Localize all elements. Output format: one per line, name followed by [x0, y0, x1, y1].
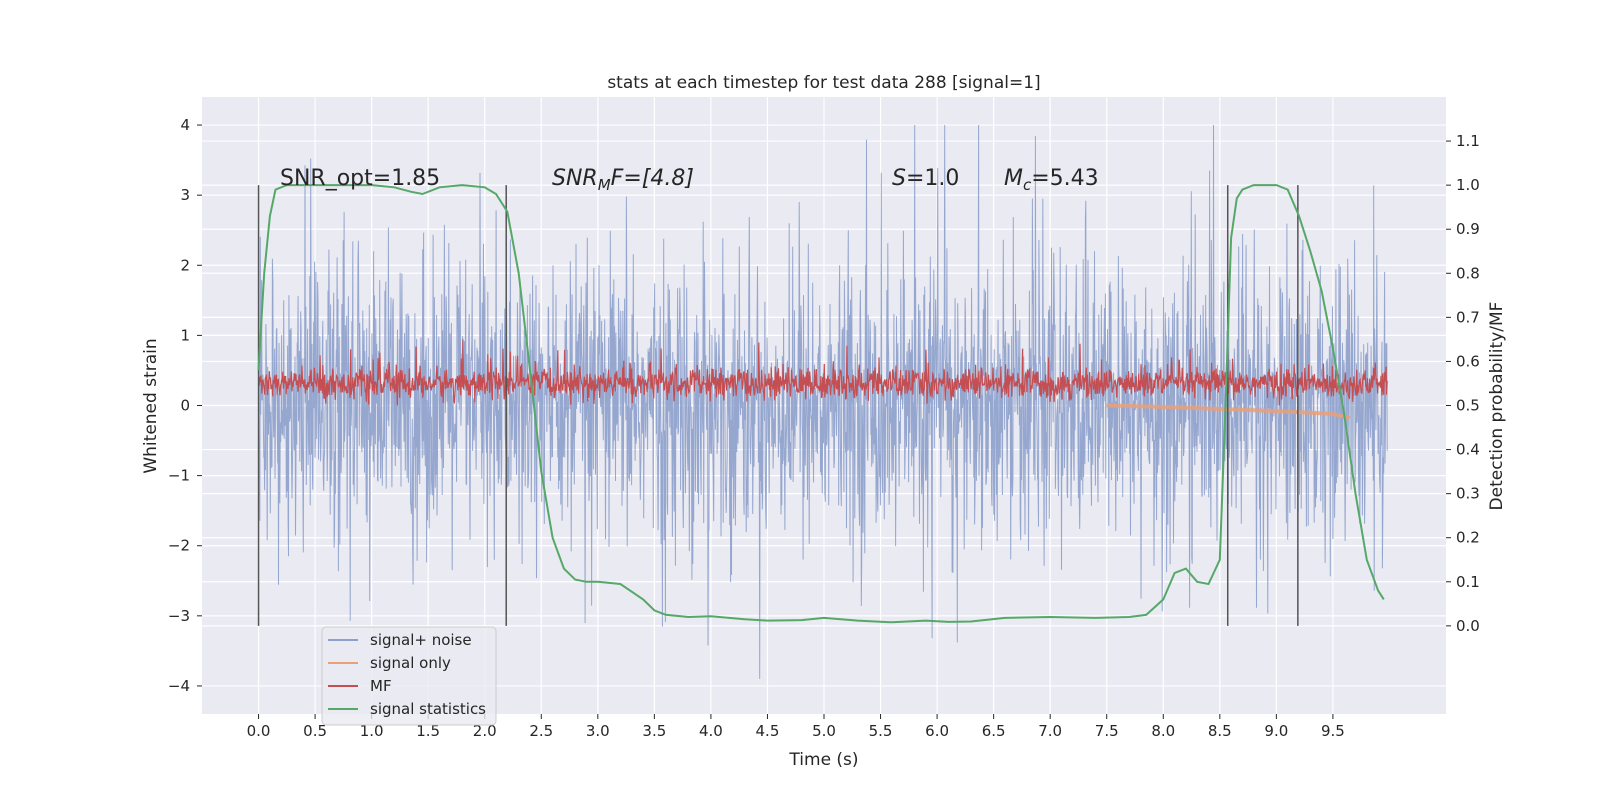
right-y-tick-label: 1.1 — [1456, 132, 1480, 150]
x-tick-label: 2.0 — [473, 722, 497, 740]
x-axis-title: Time (s) — [788, 750, 858, 770]
y-tick-label: 4 — [180, 116, 190, 134]
x-tick-label: 5.5 — [869, 722, 893, 740]
right-y-tick-label: 0.0 — [1456, 617, 1480, 635]
right-y-tick-label: 0.1 — [1456, 573, 1480, 591]
y-tick-label: 3 — [180, 186, 190, 204]
x-tick-label: 8.5 — [1208, 722, 1232, 740]
y-tick-label: −1 — [168, 467, 190, 485]
annotation-s: S=1.0 — [892, 166, 959, 191]
annotation-mc-sub: c — [1023, 176, 1032, 194]
x-tick-label: 0.0 — [247, 722, 271, 740]
y-tick-label: 0 — [180, 397, 190, 415]
x-axis-ticks: 0.0 0.5 1.0 1.5 2.0 2.5 3.0 3.5 4.0 4.5 5.0 5.5 6.0 6… — [247, 714, 1345, 740]
x-tick-label: 3.0 — [586, 722, 610, 740]
vertical-markers — [257, 185, 1299, 626]
x-tick-label: 1.0 — [360, 722, 384, 740]
legend-label-mf: MF — [370, 677, 392, 695]
series-signal-statistics — [257, 184, 1385, 624]
x-tick-label: 5.0 — [812, 722, 836, 740]
right-y-tick-label: 0.7 — [1456, 308, 1480, 326]
x-tick-label: 7.0 — [1038, 722, 1062, 740]
x-tick-label: 9.5 — [1321, 722, 1345, 740]
y-tick-label: −4 — [168, 677, 190, 695]
signal-statistics-line — [257, 184, 1385, 624]
right-y-tick-label: 0.2 — [1456, 529, 1480, 547]
series-signal-plus-noise — [258, 124, 1388, 679]
right-y-tick-label: 1.0 — [1456, 176, 1480, 194]
x-tick-label: 1.5 — [416, 722, 440, 740]
annotation-mc-rest: =5.43 — [1031, 166, 1098, 191]
x-tick-label: 6.5 — [982, 722, 1006, 740]
annotation-snr-mf: SNRMF=[4.8] — [552, 166, 694, 194]
annotation-snr-opt: SNR_opt=1.85 — [280, 166, 440, 191]
annotation-mc-main: M — [1004, 166, 1023, 191]
x-tick-label: 4.5 — [756, 722, 780, 740]
y-tick-label: −2 — [168, 537, 190, 555]
y-tick-label: 2 — [180, 256, 190, 274]
legend: signal+ noise signal only MF signal stat… — [321, 626, 497, 726]
x-tick-label: 9.0 — [1264, 722, 1288, 740]
annotation-snr-mf-main: SNR — [552, 166, 598, 191]
series-mf — [257, 339, 1388, 406]
annotation-s-italic: S — [892, 166, 906, 191]
right-y-tick-label: 0.4 — [1456, 441, 1480, 459]
signal-plus-noise-line — [258, 124, 1388, 679]
right-y-tick-label: 0.5 — [1456, 397, 1480, 415]
right-y-tick-label: 0.3 — [1456, 485, 1480, 503]
x-tick-label: 8.0 — [1151, 722, 1175, 740]
annotation-mc: Mc=5.43 — [1004, 166, 1099, 194]
right-y-tick-label: 0.9 — [1456, 220, 1480, 238]
right-y-axis-ticks: 1.1 1.0 0.9 0.8 0.7 0.6 0.5 0.4 0.3 0.2 0.1 0.0 — [1446, 132, 1480, 635]
legend-label-signal-only: signal only — [370, 654, 451, 672]
annotation-snr-mf-sub: M — [598, 176, 611, 194]
annotation-s-rest: =1.0 — [906, 166, 959, 191]
x-tick-label: 2.5 — [529, 722, 553, 740]
chart-title: stats at each timestep for test data 288… — [607, 73, 1040, 93]
legend-label-signal-statistics: signal statistics — [370, 700, 486, 718]
x-tick-label: 6.0 — [925, 722, 949, 740]
y-axis-ticks: 4 3 2 1 0 −1 −2 −3 −4 — [168, 116, 202, 695]
y-tick-label: 1 — [180, 326, 190, 344]
annotation-snr-mf-rest: F=[4.8] — [611, 166, 694, 191]
legend-label-signal-plus-noise: signal+ noise — [370, 631, 472, 649]
series-signal-only — [1106, 403, 1351, 421]
y-tick-label: −3 — [168, 607, 190, 625]
signal-only-line — [1106, 403, 1351, 421]
mf-line — [257, 339, 1388, 406]
legend-box — [321, 626, 497, 726]
x-tick-label: 0.5 — [303, 722, 327, 740]
right-y-tick-label: 0.8 — [1456, 264, 1480, 282]
right-y-tick-label: 0.6 — [1456, 352, 1480, 370]
y-axis-title: Whitened strain — [141, 338, 161, 473]
right-y-axis-title: Detection probability/MF — [1487, 302, 1507, 511]
x-tick-label: 3.5 — [642, 722, 666, 740]
x-tick-label: 7.5 — [1095, 722, 1119, 740]
x-tick-label: 4.0 — [699, 722, 723, 740]
